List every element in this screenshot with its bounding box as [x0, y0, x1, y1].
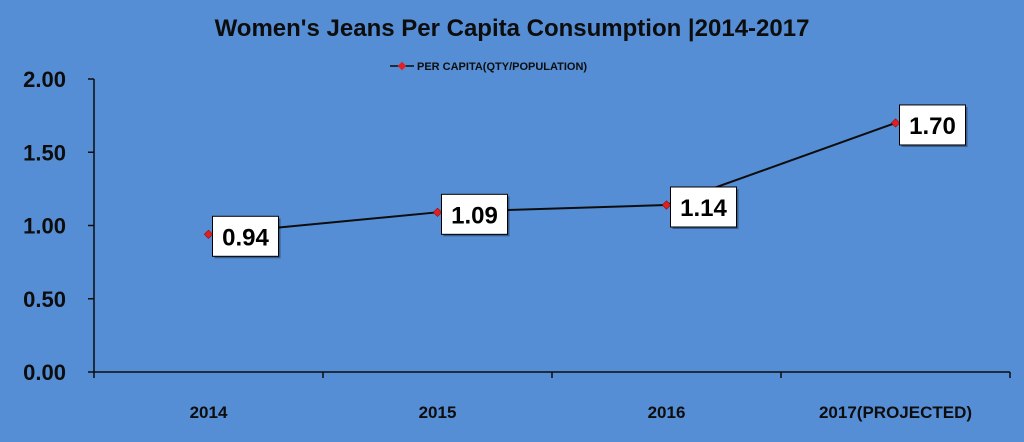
legend-label: PER CAPITA(QTY/POPULATION) [417, 61, 587, 73]
data-point [203, 229, 214, 239]
y-tick-label: 0.00 [23, 360, 66, 385]
data-label-text: 1.14 [680, 195, 727, 222]
series-points [203, 118, 901, 239]
chart-title: Women's Jeans Per Capita Consumption |20… [215, 15, 810, 42]
y-tick-label: 1.50 [23, 140, 66, 165]
data-label-text: 1.09 [451, 202, 498, 229]
data-labels: 0.94 1.09 1.14 1.70 [212, 104, 968, 259]
data-label: 1.14 [670, 186, 739, 229]
data-label: 0.94 [212, 215, 281, 259]
legend-marker-icon [397, 61, 407, 71]
data-point [432, 207, 443, 217]
data-point [661, 200, 672, 210]
data-label-box [670, 186, 737, 228]
data-label-box [441, 193, 508, 235]
series-line-path [208, 122, 896, 236]
data-point [890, 118, 901, 128]
data-label: 1.09 [441, 193, 510, 237]
x-tick-label: 2016 [648, 403, 686, 422]
y-tick-label: 2.00 [23, 67, 66, 92]
y-tick-label: 0.50 [23, 287, 66, 312]
data-label-box [899, 104, 966, 146]
legend: PER CAPITA(QTY/POPULATION) [390, 61, 587, 73]
axes [88, 78, 1011, 378]
data-label-box [212, 215, 279, 257]
x-tick-label: 2017(PROJECTED) [819, 403, 972, 422]
series-line [208, 122, 896, 236]
y-tick-labels: 0.00 0.50 1.00 1.50 2.00 [23, 67, 66, 385]
data-label: 1.70 [899, 104, 968, 147]
data-label-text: 1.70 [909, 113, 956, 140]
x-tick-label: 2015 [419, 403, 457, 422]
data-label-text: 0.94 [222, 224, 269, 251]
x-tick-label: 2014 [190, 403, 228, 422]
y-tick-label: 1.00 [23, 214, 66, 239]
x-tick-labels: 2014 2015 2016 2017(PROJECTED) [190, 403, 972, 422]
